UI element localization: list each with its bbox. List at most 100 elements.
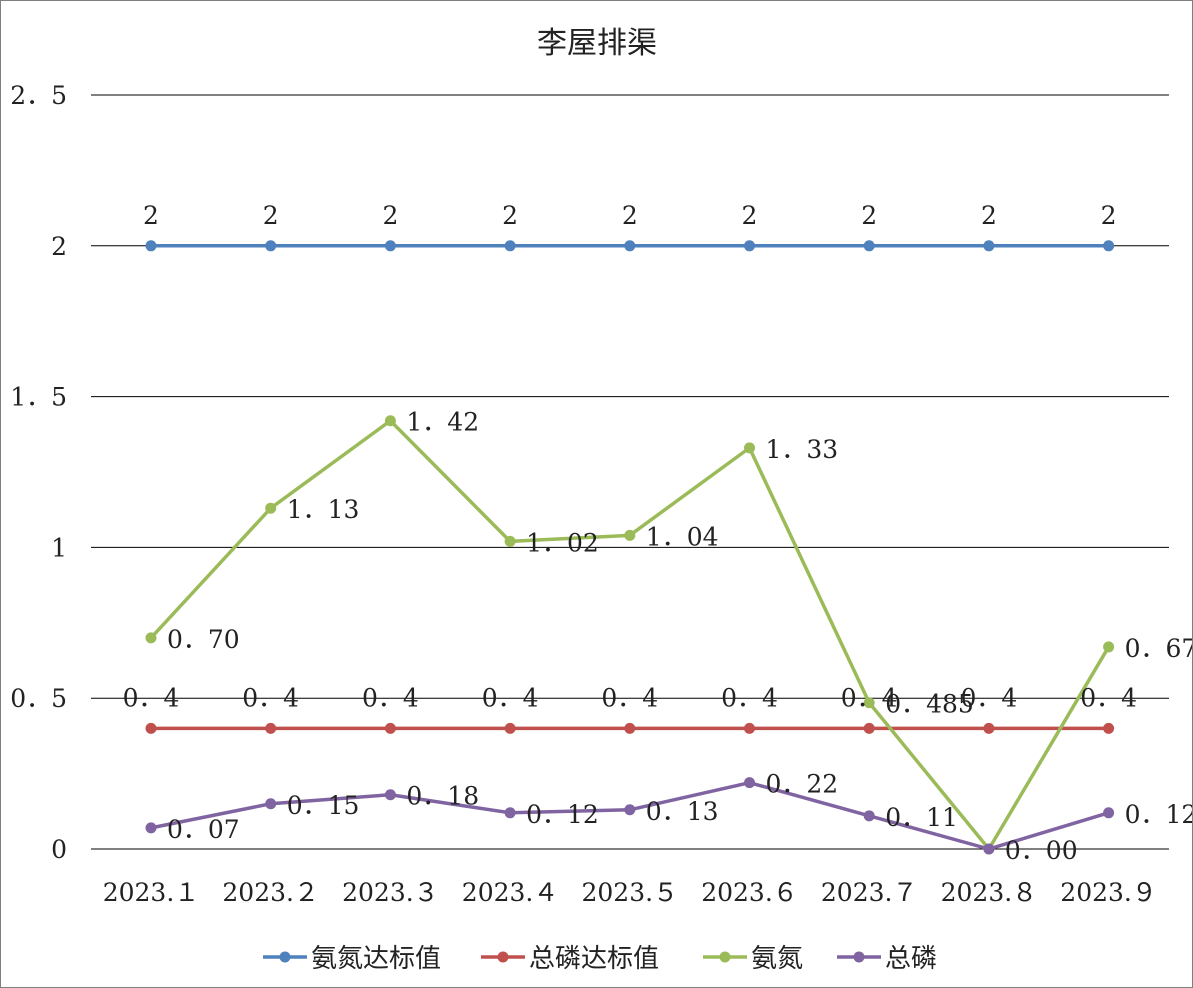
data-point [265, 502, 277, 514]
data-label: 0．11 [885, 803, 958, 832]
data-label: 2 [622, 201, 638, 230]
legend-entry-label: 氨氮 [751, 944, 803, 974]
x-tick-label: 2023.６ [701, 878, 798, 907]
data-label: 2 [143, 201, 159, 230]
data-label: 0．4 [601, 683, 658, 712]
y-axis-ticks: 0 0．5 1 1．5 2 2．5 [10, 81, 67, 864]
data-point [504, 722, 516, 734]
data-point [265, 798, 277, 810]
y-tick-label: 2．5 [10, 81, 67, 110]
data-label: 0．22 [766, 770, 839, 799]
legend-swatch-marker [853, 951, 865, 963]
data-point [863, 697, 875, 709]
data-point [624, 722, 636, 734]
y-tick-label: 1．5 [10, 383, 67, 412]
data-label: 0．67 [1125, 634, 1192, 663]
data-label: 0．485 [885, 690, 974, 719]
data-point [384, 789, 396, 801]
x-tick-label: 2023.３ [342, 878, 439, 907]
data-point [744, 442, 755, 454]
data-point [145, 632, 157, 644]
legend-entry-label: 氨氮达标值 [311, 944, 441, 974]
data-point [504, 240, 516, 252]
y-tick-label: 1 [51, 533, 67, 562]
legend-swatch-marker [719, 951, 731, 963]
data-point [384, 415, 396, 427]
data-point [983, 843, 995, 855]
x-tick-label: 2023.７ [821, 878, 918, 907]
legend-entry-label: 总磷 [885, 944, 937, 974]
x-tick-label: 2023.４ [462, 878, 559, 907]
data-point [1103, 722, 1115, 734]
data-point [863, 240, 875, 252]
x-tick-label: 2023.１ [103, 878, 200, 907]
data-label: 0．4 [1080, 683, 1137, 712]
data-point [384, 722, 396, 734]
data-label: 0．15 [287, 791, 360, 820]
data-label: 0．4 [482, 683, 539, 712]
data-label: 2 [502, 201, 518, 230]
data-point [983, 240, 995, 252]
data-label: 0．07 [167, 815, 240, 844]
data-label: 1．33 [766, 435, 839, 464]
data-point [1103, 641, 1115, 653]
data-label: 0．12 [1125, 800, 1192, 829]
data-point [744, 240, 755, 252]
x-tick-label: 2023.５ [582, 878, 679, 907]
data-point [145, 240, 157, 252]
chart-title: 李屋排渠 [537, 26, 657, 61]
y-tick-label: 0 [51, 835, 67, 864]
legend-swatch-marker [279, 951, 291, 963]
data-label: 0．18 [406, 782, 479, 811]
data-label: 1．04 [646, 522, 719, 551]
data-label: 0．4 [841, 683, 898, 712]
data-label: 2 [981, 201, 997, 230]
data-point [384, 240, 396, 252]
x-axis-ticks: 2023.１ 2023.２ 2023.３ 2023.４ 2023.５ 2023.６ 2023… [103, 878, 1157, 907]
data-point [863, 810, 875, 822]
legend-swatch-marker [497, 951, 509, 963]
data-point [624, 804, 636, 816]
data-label: 2 [742, 201, 758, 230]
data-point [624, 240, 636, 252]
data-point [145, 722, 157, 734]
data-label: 1．02 [526, 528, 599, 557]
data-point [1103, 807, 1115, 819]
data-point [1103, 240, 1115, 252]
series-lines [145, 240, 1115, 855]
data-point [863, 722, 875, 734]
data-label: 0．4 [362, 683, 419, 712]
data-label: 1．42 [406, 408, 479, 437]
y-tick-label: 2 [51, 232, 67, 261]
legend-entry-label: 总磷达标值 [529, 944, 659, 974]
data-label: 2 [1101, 201, 1117, 230]
data-label: 0．4 [242, 683, 299, 712]
data-point [265, 240, 277, 252]
data-label: 2 [263, 201, 279, 230]
x-tick-label: 2023.２ [222, 878, 319, 907]
data-label: 2 [382, 201, 398, 230]
data-label: 1．13 [287, 495, 360, 524]
data-point [504, 807, 516, 819]
data-label: 0．00 [1005, 836, 1078, 865]
data-labels: 2 2 2 2 2 2 2 2 20．4 0．4 0．4 0．4 0．4 0．4 0．4 0．4 0．40．70… [123, 201, 1192, 865]
data-point [624, 529, 636, 541]
data-label: 0．4 [960, 683, 1017, 712]
data-point [504, 535, 516, 547]
x-tick-label: 2023.９ [1060, 878, 1157, 907]
data-label: 0．4 [721, 683, 778, 712]
data-label: 0．70 [167, 625, 240, 654]
data-point [983, 722, 995, 734]
data-label: 0．13 [646, 797, 719, 826]
data-point [265, 722, 277, 734]
legend: 氨氮达标值 总磷达标值 氨氮 总磷 [263, 944, 937, 974]
data-point [145, 822, 157, 834]
y-tick-label: 0．5 [10, 684, 67, 713]
data-label: 0．12 [526, 800, 599, 829]
data-point [744, 777, 755, 789]
data-point [744, 722, 755, 734]
series-line [149, 418, 1111, 851]
data-label: 0．4 [123, 683, 180, 712]
